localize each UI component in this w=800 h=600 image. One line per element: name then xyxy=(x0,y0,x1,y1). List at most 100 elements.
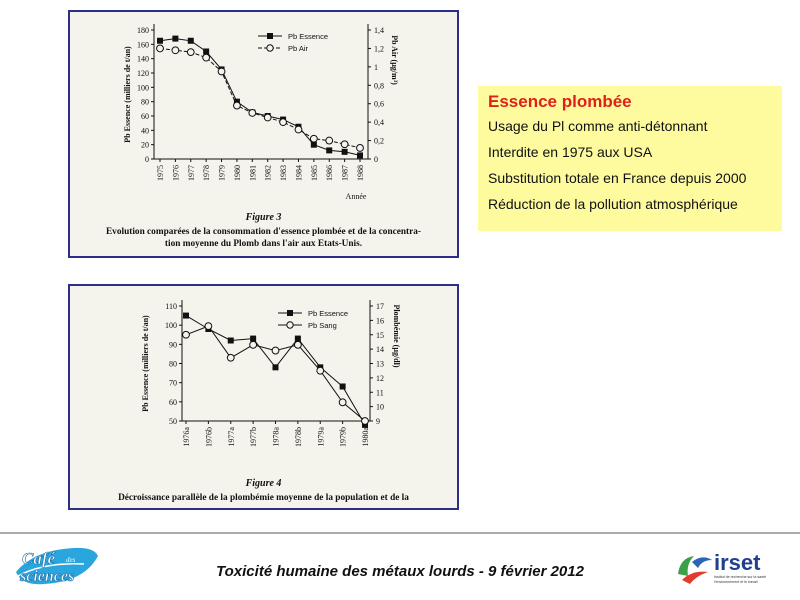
info-title: Essence plombée xyxy=(488,92,632,111)
legend-label: Pb Sang xyxy=(308,321,337,330)
data-point-square xyxy=(187,37,194,44)
y2-tick-label: 1 xyxy=(374,63,378,72)
figure-3-panel: 0 20 40 60 80 100 120 140 160 180 0 0,2 0,4 0,6 0,8 1 1,… xyxy=(68,10,459,258)
info-item: Réduction de la pollution atmosphérique xyxy=(488,196,738,212)
y2-tick-label: 16 xyxy=(376,316,384,325)
y-tick-label: 70 xyxy=(169,379,177,388)
figure-4-label: Figure 4 xyxy=(245,478,282,489)
y2-tick-label: 14 xyxy=(376,345,384,354)
data-point-square xyxy=(250,335,257,342)
data-point-circle xyxy=(361,417,369,425)
series-line xyxy=(185,325,366,422)
y-tick-label: 120 xyxy=(137,69,149,78)
legend-label: Pb Essence xyxy=(288,32,328,41)
info-item: Substitution totale en France depuis 200… xyxy=(488,170,747,186)
figure-3-caption-line-2: tion moyenne du Plomb dans l'air aux Eta… xyxy=(164,239,363,249)
y2-tick-label: 0,6 xyxy=(374,100,384,109)
y2-axis-label: Pb Air (µg/m³) xyxy=(390,35,399,85)
data-point-circle xyxy=(248,109,257,117)
x-tick-label: 1978a xyxy=(272,427,281,447)
data-point-square xyxy=(339,383,346,390)
data-point-circle xyxy=(156,44,164,53)
footer-title: Toxicité humaine des métaux lourds - 9 f… xyxy=(216,563,584,580)
y2-tick-label: 0 xyxy=(374,155,378,164)
data-point-circle xyxy=(249,340,258,349)
x-tick-label: 1988 xyxy=(356,165,365,181)
info-box: Essence plombée Usage du Pl comme anti-d… xyxy=(478,86,782,231)
data-point-circle xyxy=(279,118,287,127)
y-tick-label: 80 xyxy=(141,98,149,107)
y-tick-label: 40 xyxy=(141,126,149,135)
y2-tick-label: 1,4 xyxy=(374,26,384,35)
legend-label: Pb Essence xyxy=(308,309,348,318)
data-point-circle xyxy=(202,53,211,62)
info-item: Usage du Pl comme anti-détonnant xyxy=(488,118,708,134)
data-point-circle xyxy=(171,46,180,55)
x-tick-label: 1977 xyxy=(187,165,196,181)
y2-tick-label: 10 xyxy=(376,403,384,412)
x-tick-label: 1976 xyxy=(171,165,180,181)
x-tick-label: 1979a xyxy=(316,427,325,447)
legend-marker-circle xyxy=(266,44,274,52)
x-tick-label: 1975 xyxy=(156,165,165,181)
svg-text:Café: Café xyxy=(22,549,57,568)
svg-text:l'environnement et le travail: l'environnement et le travail xyxy=(714,580,758,584)
data-point-square xyxy=(183,312,189,319)
y-tick-label: 90 xyxy=(169,340,177,349)
data-point-circle xyxy=(340,140,349,149)
data-point-circle xyxy=(309,134,318,143)
y2-tick-label: 11 xyxy=(376,388,384,397)
legend-marker-square xyxy=(287,310,293,316)
data-point-circle xyxy=(338,398,347,407)
data-point-circle xyxy=(316,366,325,375)
data-point-square xyxy=(326,147,333,154)
y2-tick-label: 17 xyxy=(376,302,384,311)
irset-logo: irset Institut de recherche sur la santé… xyxy=(678,550,766,584)
x-tick-label: 1976b xyxy=(204,427,213,447)
legend-marker-circle xyxy=(286,321,294,329)
x-tick-label: 1987 xyxy=(341,165,350,181)
x-tick-label: 1980a xyxy=(361,427,370,447)
y-tick-label: 20 xyxy=(141,141,149,150)
y2-tick-label: 13 xyxy=(376,360,384,369)
x-tick-label: 1977b xyxy=(249,427,258,447)
legend-label: Pb Air xyxy=(288,44,309,53)
y-tick-label: 60 xyxy=(169,398,177,407)
x-tick-label: 1976a xyxy=(182,427,191,447)
data-point-circle xyxy=(226,353,235,362)
y2-tick-label: 1,2 xyxy=(374,44,384,53)
y2-tick-label: 0,4 xyxy=(374,118,384,127)
x-tick-label: 1983 xyxy=(279,165,288,181)
cafe-des-sciences-logo: Café des sciences xyxy=(16,547,98,585)
x-tick-label: 1979b xyxy=(339,427,348,447)
data-point-square xyxy=(172,35,179,42)
data-point-square xyxy=(357,152,363,159)
svg-text:Institut de recherche sur la s: Institut de recherche sur la santé xyxy=(714,575,766,579)
x-tick-label: 1985 xyxy=(310,165,319,181)
figure-3-chart: 0 20 40 60 80 100 120 140 160 180 0 0,2 0,4 0,6 0,8 1 1,… xyxy=(123,24,399,201)
y-tick-label: 160 xyxy=(137,40,149,49)
data-point-circle xyxy=(271,346,280,355)
y-tick-label: 60 xyxy=(141,112,149,121)
data-point-circle xyxy=(293,340,302,349)
x-tick-label: 1981 xyxy=(248,165,257,181)
data-point-circle xyxy=(325,136,334,145)
data-point-square xyxy=(203,48,210,55)
data-point-square xyxy=(227,337,234,344)
data-point-circle xyxy=(204,322,213,331)
y2-tick-label: 0,8 xyxy=(374,81,384,90)
info-item: Interdite en 1975 aux USA xyxy=(488,144,653,160)
data-point-square xyxy=(294,335,301,342)
y-tick-label: 50 xyxy=(169,417,177,426)
x-tick-label: 1978 xyxy=(202,165,211,181)
svg-text:des: des xyxy=(66,556,76,564)
data-point-circle xyxy=(182,330,190,339)
x-tick-label: 1986 xyxy=(325,165,334,181)
data-point-square xyxy=(272,364,279,371)
data-point-circle xyxy=(263,113,272,122)
x-tick-label: 1980 xyxy=(233,165,242,181)
legend-marker-square xyxy=(267,33,273,39)
x-tick-label: 1984 xyxy=(294,165,303,181)
data-point-square xyxy=(157,37,163,44)
figure-3-label: Figure 3 xyxy=(245,212,282,223)
